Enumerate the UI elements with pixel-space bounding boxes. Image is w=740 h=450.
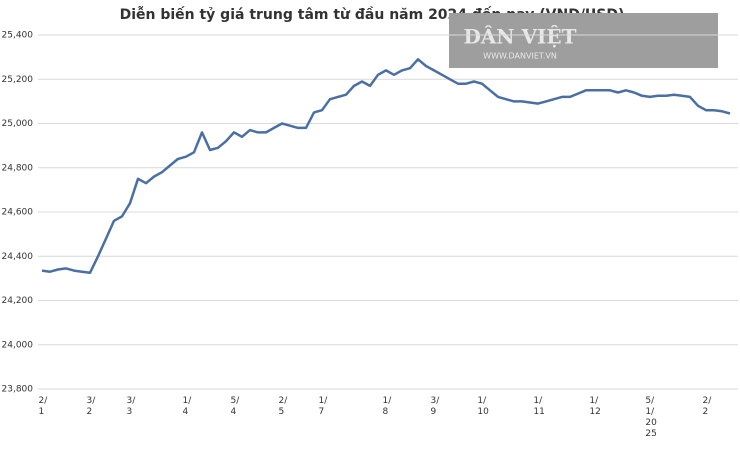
watermark-box	[449, 13, 718, 68]
x-tick-label: 1/ 4	[182, 396, 192, 417]
x-tick-label: 2/ 5	[278, 396, 288, 417]
y-tick-label: 25,000	[2, 119, 34, 129]
y-tick-label: 25,400	[2, 31, 34, 41]
y-tick-label: 24,200	[2, 296, 34, 306]
y-tick-label: 24,000	[2, 340, 34, 350]
y-tick-label: 23,800	[2, 385, 34, 395]
x-tick-label: 1/ 8	[382, 396, 392, 417]
x-tick-label: 5/ 4	[230, 396, 240, 417]
x-tick-label: 1/ 10	[477, 396, 489, 417]
y-tick-label: 24,600	[2, 208, 34, 218]
x-tick-label: 5/ 1/ 20 25	[645, 396, 657, 439]
x-tick-label: 2/ 2	[702, 396, 712, 417]
x-tick-label: 3/ 3	[126, 396, 136, 417]
y-tick-label: 24,800	[2, 163, 34, 173]
x-tick-label: 3/ 9	[430, 396, 440, 417]
y-tick-label: 24,400	[2, 252, 34, 262]
data-line	[41, 58, 731, 275]
x-tick-label: 1/ 12	[589, 396, 601, 417]
x-tick-label: 1/ 11	[533, 396, 545, 417]
x-tick-label: 1/ 7	[318, 396, 328, 417]
watermark-url: WWW.DANVIET.VN	[483, 52, 557, 61]
y-tick-label: 25,200	[2, 75, 34, 85]
x-tick-label: 3/ 2	[86, 396, 96, 417]
watermark-title: DÂN VIỆT	[463, 24, 576, 49]
x-tick-label: 2/ 1	[38, 396, 48, 417]
